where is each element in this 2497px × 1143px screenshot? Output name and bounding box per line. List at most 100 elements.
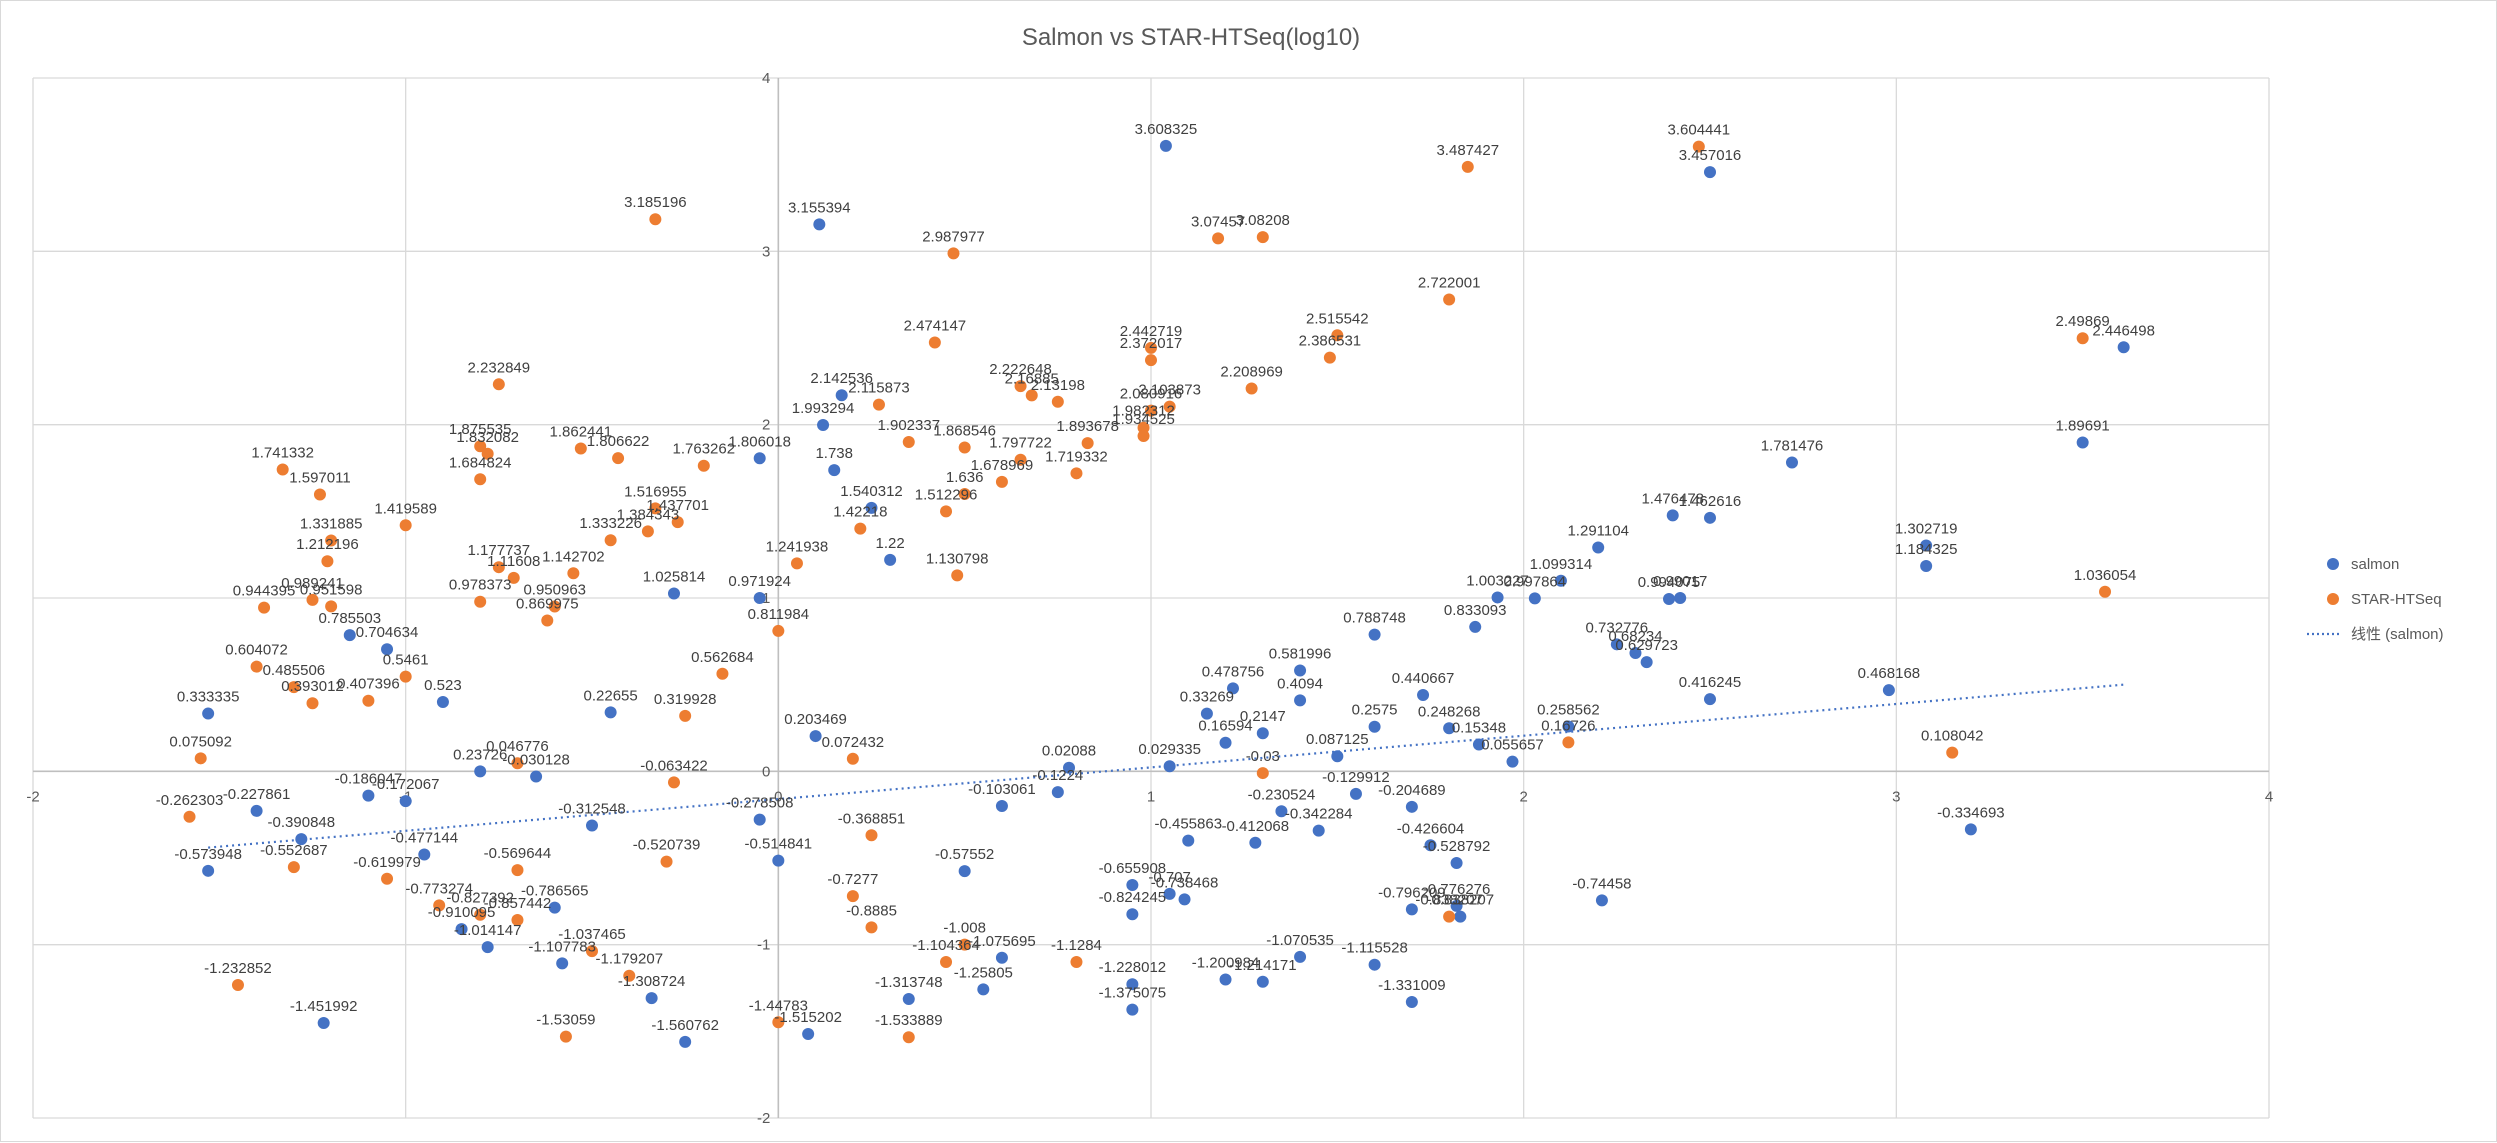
star-htseq-data-label: 0.944395 xyxy=(233,583,296,600)
salmon-point xyxy=(1469,620,1482,633)
x-tick-label: 4 xyxy=(2265,788,2273,805)
star-htseq-point xyxy=(250,660,263,673)
star-htseq-point xyxy=(1562,736,1575,749)
salmon-data-label: -1.228012 xyxy=(1099,959,1167,976)
star-htseq-point xyxy=(258,601,271,614)
salmon-data-label: -0.172067 xyxy=(372,776,440,793)
salmon-point xyxy=(1704,511,1716,524)
salmon-data-label: 0.248268 xyxy=(1418,703,1481,720)
star-htseq-point xyxy=(511,757,524,770)
salmon-data-label: 3.608325 xyxy=(1135,121,1198,138)
star-htseq-data-label: 2.13198 xyxy=(1031,377,1085,394)
salmon-point xyxy=(809,730,822,743)
salmon-data-label: 0.2147 xyxy=(1240,708,1286,725)
star-htseq-data-label: 0.989241 xyxy=(281,575,344,592)
salmon-data-label: 1.806018 xyxy=(728,433,791,450)
salmon-point xyxy=(1063,761,1076,774)
salmon-data-label: -0.030128 xyxy=(502,752,570,769)
salmon-data-label: -0.838207 xyxy=(1427,892,1495,909)
salmon-point xyxy=(1506,755,1519,768)
star-htseq-point xyxy=(559,1030,572,1043)
salmon-point xyxy=(1249,836,1262,849)
star-htseq-point xyxy=(697,459,710,472)
salmon-point xyxy=(1178,893,1191,906)
salmon-point xyxy=(1159,139,1172,152)
star-htseq-point xyxy=(846,752,859,765)
salmon-point xyxy=(1368,720,1381,733)
star-htseq-data-label: 0.951598 xyxy=(300,581,363,598)
salmon-data-label: -1.075695 xyxy=(968,933,1036,950)
salmon-data-label: -0.910095 xyxy=(428,904,496,921)
star-htseq-point xyxy=(1461,160,1474,173)
star-htseq-data-label: 0.072432 xyxy=(822,734,885,751)
salmon-data-label: 0.15348 xyxy=(1452,720,1506,737)
star-htseq-data-label: -0.7277 xyxy=(827,871,878,888)
star-htseq-data-label: 1.741332 xyxy=(251,445,314,462)
star-htseq-data-label: 1.437701 xyxy=(646,497,709,514)
star-htseq-point xyxy=(276,463,289,476)
legend-label-star-htseq: STAR-HTSeq xyxy=(2351,591,2442,608)
star-htseq-data-label: -1.1284 xyxy=(1051,937,1102,954)
salmon-point xyxy=(1629,647,1642,660)
star-htseq-data-label: 0.604072 xyxy=(225,642,288,659)
x-tick-label: -2 xyxy=(26,788,39,805)
star-htseq-data-label: 3.185196 xyxy=(624,194,687,211)
salmon-point xyxy=(817,419,830,432)
star-htseq-data-label: 1.597011 xyxy=(289,470,350,487)
star-htseq-data-label: 0.811984 xyxy=(748,606,809,623)
salmon-data-label: 0.994075 xyxy=(1638,574,1701,591)
star-htseq-data-label: 2.080916 xyxy=(1120,386,1183,403)
star-htseq-data-label: 0.5461 xyxy=(383,652,429,669)
star-htseq-point xyxy=(492,561,505,574)
salmon-data-label: -1.313748 xyxy=(875,974,943,991)
star-htseq-data-label: 1.036054 xyxy=(2074,567,2137,584)
star-htseq-point xyxy=(586,945,598,958)
salmon-data-label: 0.055657 xyxy=(1481,737,1544,754)
star-htseq-point xyxy=(2076,332,2089,345)
star-htseq-point xyxy=(716,667,729,680)
salmon-data-label: 2.446498 xyxy=(2092,322,2155,339)
salmon-point xyxy=(1126,978,1139,991)
star-htseq-point xyxy=(287,681,300,694)
salmon-point xyxy=(1443,722,1456,735)
star-htseq-data-label: 1.868546 xyxy=(933,422,996,439)
x-tick-label: 3 xyxy=(1892,788,1900,805)
salmon-point xyxy=(977,983,990,996)
star-htseq-data-label: 1.862441 xyxy=(550,424,613,441)
salmon-data-label: -0.204689 xyxy=(1378,782,1446,799)
star-htseq-point xyxy=(958,441,971,454)
star-htseq-point xyxy=(325,534,338,547)
salmon-data-label: 1.540312 xyxy=(840,483,903,500)
star-htseq-point xyxy=(649,502,662,515)
star-htseq-data-label: 1.331885 xyxy=(300,515,363,532)
x-tick-label: 1 xyxy=(1147,788,1155,805)
star-htseq-data-label: 2.987977 xyxy=(922,228,985,245)
salmon-data-label: 0.581996 xyxy=(1269,645,1332,662)
y-tick-label: -2 xyxy=(757,1110,770,1127)
salmon-point xyxy=(1592,541,1605,554)
salmon-point xyxy=(1163,760,1176,773)
star-htseq-point xyxy=(1014,380,1027,393)
salmon-data-label: 0.029335 xyxy=(1138,741,1201,758)
star-htseq-data-label: 0.16726 xyxy=(1541,717,1595,734)
salmon-data-label: -0.1224 xyxy=(1032,767,1083,784)
star-htseq-point xyxy=(846,890,859,903)
salmon-point xyxy=(530,770,543,783)
salmon-data-label: -0.74458 xyxy=(1572,875,1631,892)
salmon-point xyxy=(995,800,1008,812)
star-htseq-point xyxy=(399,670,412,683)
star-htseq-data-label: 2.208969 xyxy=(1220,363,1283,380)
legend: salmon STAR-HTSeq 线性 (salmon) xyxy=(2307,556,2444,643)
salmon-data-label: 2.142536 xyxy=(810,370,873,387)
star-htseq-point xyxy=(612,452,625,465)
salmon-point xyxy=(1674,592,1687,604)
salmon-data-label: 0.732776 xyxy=(1586,619,1649,636)
salmon-point xyxy=(2076,436,2089,449)
salmon-point xyxy=(362,789,375,802)
salmon-data-label: -1.515202 xyxy=(774,1009,842,1026)
salmon-data-label: -0.57552 xyxy=(935,846,994,863)
salmon-point xyxy=(667,587,680,600)
star-htseq-point xyxy=(325,600,338,613)
salmon-point xyxy=(1424,839,1437,852)
salmon-data-label: 0.833093 xyxy=(1444,602,1507,619)
